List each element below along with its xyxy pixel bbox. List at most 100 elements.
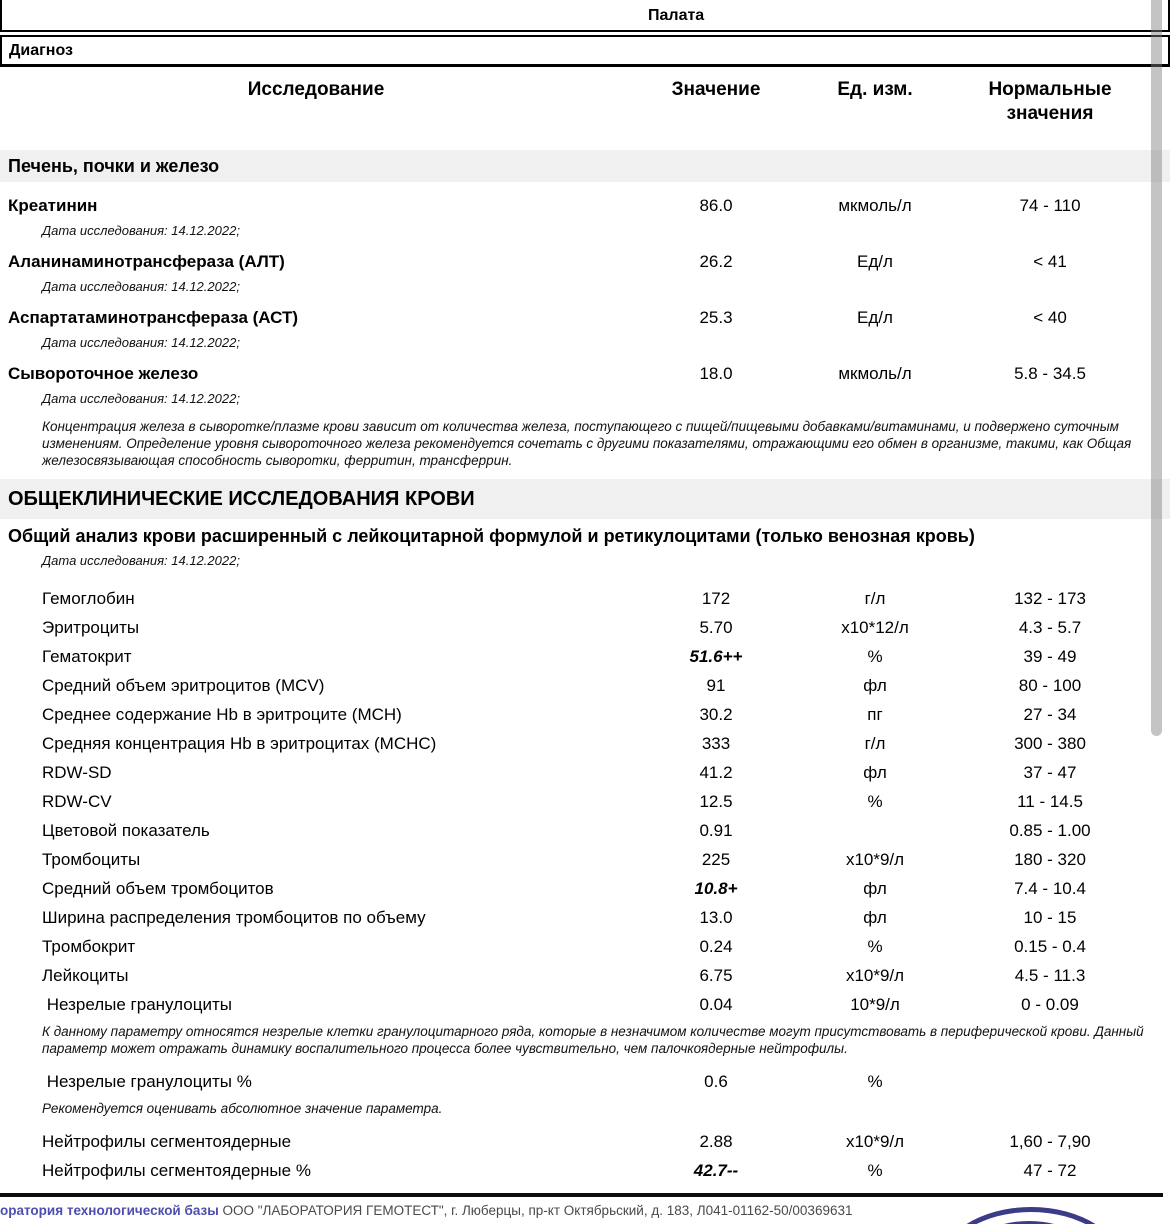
test-value: 333	[701, 733, 731, 753]
test-unit: %	[867, 646, 883, 666]
test-name: Креатинин	[8, 195, 98, 215]
col-header-test: Исследование	[247, 78, 385, 100]
result-row: Среднее содержание Hb в эритроците (MCH)…	[0, 700, 1170, 729]
result-row: Незрелые гранулоциты % 0.6%	[0, 1067, 1170, 1096]
test-unit: х10*9/л	[845, 1131, 905, 1151]
test-unit: х10*9/л	[845, 849, 905, 869]
comment-note: К данному параметру относятся незрелые к…	[42, 1023, 1144, 1056]
test-value: 5.70	[699, 617, 733, 637]
test-normal	[950, 1067, 1150, 1096]
test-value: 0.6	[704, 1071, 728, 1091]
test-value: 6.75	[699, 965, 733, 985]
comment-note: Концентрация железа в сыворотке/плазме к…	[42, 418, 1132, 468]
test-unit: Ед/л	[857, 307, 893, 327]
test-unit: фл	[863, 762, 887, 782]
divider	[0, 64, 1170, 67]
section-band: ОБЩЕКЛИНИЧЕСКИЕ ИССЛЕДОВАНИЯ КРОВИ	[0, 478, 1170, 519]
test-value: 13.0	[699, 907, 733, 927]
col-header-normal: Нормальные значения	[988, 78, 1112, 124]
result-row: RDW-SD 41.2 фл 37 - 47	[0, 758, 1170, 787]
test-name: RDW-SD	[42, 762, 112, 782]
test-normal: 5.8 - 34.5	[1014, 363, 1086, 383]
section-band: Печень, почки и железо	[0, 149, 1170, 182]
footer-lab-info: оратория технологической базы ООО "ЛАБОР…	[0, 1203, 853, 1218]
test-value: 41.2	[699, 762, 733, 782]
test-name: Ширина распределения тромбоцитов по объе…	[42, 907, 426, 927]
test-value: 30.2	[699, 704, 733, 724]
study-date: Дата исследования: 14.12.2022;	[42, 552, 240, 568]
test-unit	[800, 816, 950, 845]
diagnosis-row: Диагноз	[0, 37, 1170, 64]
test-unit: г/л	[864, 733, 886, 753]
test-normal: 0.15 - 0.4	[1014, 936, 1086, 956]
test-name: Тромбокрит	[42, 936, 136, 956]
test-normal: 10 - 15	[1023, 907, 1077, 927]
ward-row: Палата	[0, 0, 1170, 30]
study-date: Дата исследования: 14.12.2022;	[42, 278, 240, 294]
test-normal: 47 - 72	[1023, 1160, 1077, 1180]
study-date: Дата исследования: 14.12.2022;	[42, 390, 240, 406]
footer-divider	[0, 1193, 1163, 1197]
test-value: 0.24	[699, 936, 733, 956]
test-normal: 7.4 - 10.4	[1014, 878, 1086, 898]
double-divider	[0, 30, 1170, 37]
test-value: 91	[706, 675, 726, 695]
result-row: Гемоглобин 172 г/л 132 - 173	[0, 584, 1170, 613]
test-value: 42.7--	[693, 1160, 739, 1180]
test-normal: 132 - 173	[1014, 588, 1086, 608]
test-normal: 1,60 - 7,90	[1009, 1131, 1091, 1151]
test-normal: 300 - 380	[1014, 733, 1086, 753]
test-unit: фл	[863, 907, 887, 927]
result-row: Креатинин 86.0 мкмоль/л 74 - 110	[0, 195, 1170, 217]
test-value: 18.0	[699, 363, 733, 383]
test-normal: 27 - 34	[1023, 704, 1077, 724]
test-value: 0.91	[699, 820, 733, 840]
test-value: 0.04	[699, 994, 733, 1014]
test-name: Средний объем тромбоцитов	[42, 878, 274, 898]
result-row: Нейтрофилы сегментоядерные 2.88 х10*9/л 1,6…	[0, 1127, 1170, 1156]
test-normal: < 40	[1033, 307, 1067, 327]
test-value: 26.2	[699, 251, 733, 271]
test-unit: х10*9/л	[845, 965, 905, 985]
test-unit: %	[867, 936, 883, 956]
test-normal: 180 - 320	[1014, 849, 1086, 869]
test-unit: Ед/л	[857, 251, 893, 271]
test-value: 2.88	[699, 1131, 733, 1151]
col-header-unit: Ед. изм.	[837, 78, 913, 100]
result-row: Аспартатаминотрансфераза (АСТ) 25.3 Ед/л < …	[0, 307, 1170, 329]
result-row: RDW-CV 12.5% 11 - 14.5	[0, 787, 1170, 816]
test-unit: х10*12/л	[841, 617, 909, 637]
test-normal: 39 - 49	[1023, 646, 1077, 666]
result-row: Тромбоциты 225 х10*9/л 180 - 320	[0, 845, 1170, 874]
footer-lab-link[interactable]: оратория технологической базы	[0, 1203, 219, 1218]
test-unit: фл	[863, 878, 887, 898]
test-name: Средняя концентрация Hb в эритроцитах (M…	[42, 733, 437, 753]
footer-lab-details: ООО "ЛАБОРАТОРИЯ ГЕМОТЕСТ", г. Люберцы, …	[218, 1203, 853, 1218]
test-name: Нейтрофилы сегментоядерные	[42, 1131, 292, 1151]
result-row: Тромбокрит 0.24% 0.15 - 0.4	[0, 932, 1170, 961]
test-name: Эритроциты	[42, 617, 140, 637]
study-date: Дата исследования: 14.12.2022;	[42, 222, 240, 238]
test-normal: < 41	[1033, 251, 1067, 271]
test-normal: 0 - 0.09	[1021, 994, 1079, 1014]
test-normal: 4.5 - 11.3	[1014, 965, 1086, 985]
ward-label: Палата	[648, 7, 705, 24]
test-name: Сывороточное железо	[8, 363, 199, 383]
scrollbar-thumb[interactable]	[1151, 0, 1162, 736]
test-unit: фл	[863, 675, 887, 695]
test-value: 86.0	[699, 195, 733, 215]
table-header: Исследование Значение Ед. изм. Нормальны…	[0, 78, 1170, 126]
test-unit: 10*9/л	[850, 994, 900, 1014]
result-row: Средний объем тромбоцитов 10.8+ фл 7.4 - 10…	[0, 874, 1170, 903]
panel-heading: Общий анализ крови расширенный с лейкоци…	[8, 525, 975, 546]
test-normal: 0.85 - 1.00	[1009, 820, 1091, 840]
result-row: Незрелые гранулоциты 0.04 10*9/л 0 - 0.09	[0, 990, 1170, 1019]
test-name: Нейтрофилы сегментоядерные %	[42, 1160, 311, 1180]
test-value: 12.5	[699, 791, 733, 811]
test-normal: 4.3 - 5.7	[1018, 617, 1082, 637]
result-row: Нейтрофилы сегментоядерные % 42.7--% 47 - …	[0, 1156, 1170, 1185]
test-name: Аспартатаминотрансфераза (АСТ)	[8, 307, 299, 327]
test-value: 51.6++	[689, 646, 743, 666]
test-unit: мкмоль/л	[838, 195, 912, 215]
